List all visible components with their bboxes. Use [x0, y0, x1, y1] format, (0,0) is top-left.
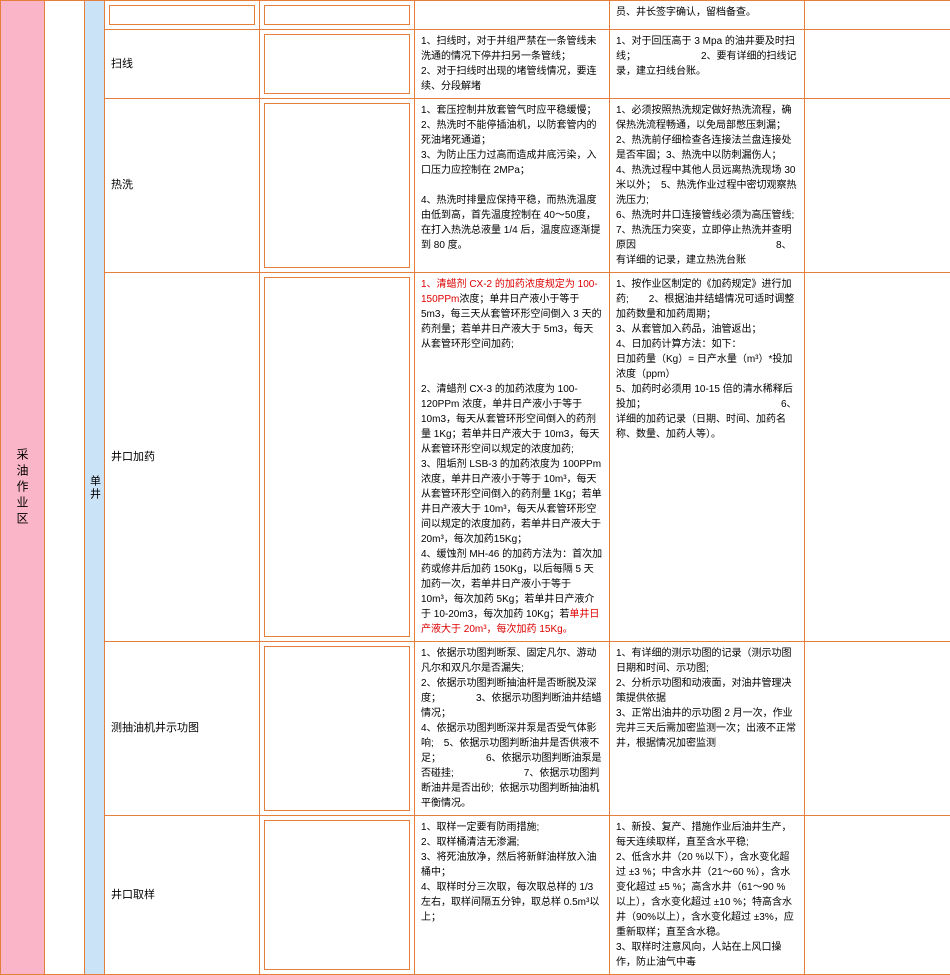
row-notes-cell: 1、有详细的测示功图的记录（测示功图日期和时间、示功图; 2、分析示功图和动液面… — [610, 642, 805, 815]
row-name-cell: 热洗 — [105, 99, 260, 272]
row-blank-cell — [260, 99, 415, 272]
type-label: 单井 — [87, 475, 103, 501]
row-procedure-cell: 1、清蜡剂 CX-2 的加药浓度规定为 100-150PPm浓度；单井日产液小于… — [415, 273, 610, 641]
row-notes-cell: 员、井长签字确认，留档备查。 — [610, 1, 805, 29]
row-blank-cell — [260, 273, 415, 641]
type-column: 单井 — [85, 0, 105, 975]
inner-box — [264, 5, 410, 25]
inner-box — [264, 646, 410, 811]
inner-box — [264, 277, 410, 637]
rows-container: 员、井长签字确认，留档备查。扫线 1、扫线时，对于并组严禁在一条管线未洗通的情况下… — [105, 0, 950, 975]
row-name-cell — [105, 1, 260, 29]
row-name-cell: 扫线 — [105, 30, 260, 98]
row-notes-cell: 1、必须按照热洗规定做好热洗流程，确保热洗流程畅通，以免局部憋压刺漏； 2、热洗… — [610, 99, 805, 272]
row-blank-cell — [260, 816, 415, 974]
row-name-cell: 井口加药 — [105, 273, 260, 641]
row-blank-cell — [260, 642, 415, 815]
row-procedure-cell: 1、套压控制井放套管气时应平稳缓慢； 2、热洗时不能停插油机，以防套管内的死油堵… — [415, 99, 610, 272]
row-notes-cell: 1、对于回压高于 3 Mpa 的油井要及时扫线； 2、要有详细的扫线记录，建立扫… — [610, 30, 805, 98]
area-column: 采油作业区 — [0, 0, 45, 975]
inner-box — [264, 820, 410, 970]
row-name-cell: 测抽油机井示功图 — [105, 642, 260, 815]
table-row: 员、井长签字确认，留档备查。 — [105, 0, 950, 30]
inner-box — [264, 34, 410, 94]
row-blank-cell — [260, 1, 415, 29]
table-row: 井口取样 1、取样一定要有防雨措施; 2、取样桶清洁无渗漏; 3、将死油放净，然后… — [105, 816, 950, 975]
row-notes-cell: 1、新投、复产、措施作业后油井生产，每天连续取样，直至含水平稳; 2、低含水井（… — [610, 816, 805, 974]
row-name-cell: 井口取样 — [105, 816, 260, 974]
table-row: 扫线 1、扫线时，对于并组严禁在一条管线未洗通的情况下停井扫另一条管线； 2、对于… — [105, 30, 950, 99]
row-procedure-cell: 1、依据示功图判断泵、固定凡尔、游动凡尔和双凡尔是否漏失; 2、依据示功图判断抽… — [415, 642, 610, 815]
row-procedure-cell: 1、扫线时，对于并组严禁在一条管线未洗通的情况下停井扫另一条管线； 2、对于扫线… — [415, 30, 610, 98]
row-notes-cell: 1、按作业区制定的《加药规定》进行加药; 2、根据油井结蜡情况可适时调整加药数量… — [610, 273, 805, 641]
inner-box — [264, 103, 410, 268]
row-procedure-cell — [415, 1, 610, 29]
row-procedure-cell: 1、取样一定要有防雨措施; 2、取样桶清洁无渗漏; 3、将死油放净，然后将新鲜油… — [415, 816, 610, 974]
table-row: 测抽油机井示功图 1、依据示功图判断泵、固定凡尔、游动凡尔和双凡尔是否漏失; 2、… — [105, 642, 950, 816]
table-row: 井口加药 1、清蜡剂 CX-2 的加药浓度规定为 100-150PPm浓度；单井日… — [105, 273, 950, 642]
area-label: 采油作业区 — [14, 448, 31, 528]
table-row: 热洗 1、套压控制井放套管气时应平稳缓慢； 2、热洗时不能停插油机，以防套管内的死… — [105, 99, 950, 273]
spacer-column — [45, 0, 85, 975]
row-blank-cell — [260, 30, 415, 98]
